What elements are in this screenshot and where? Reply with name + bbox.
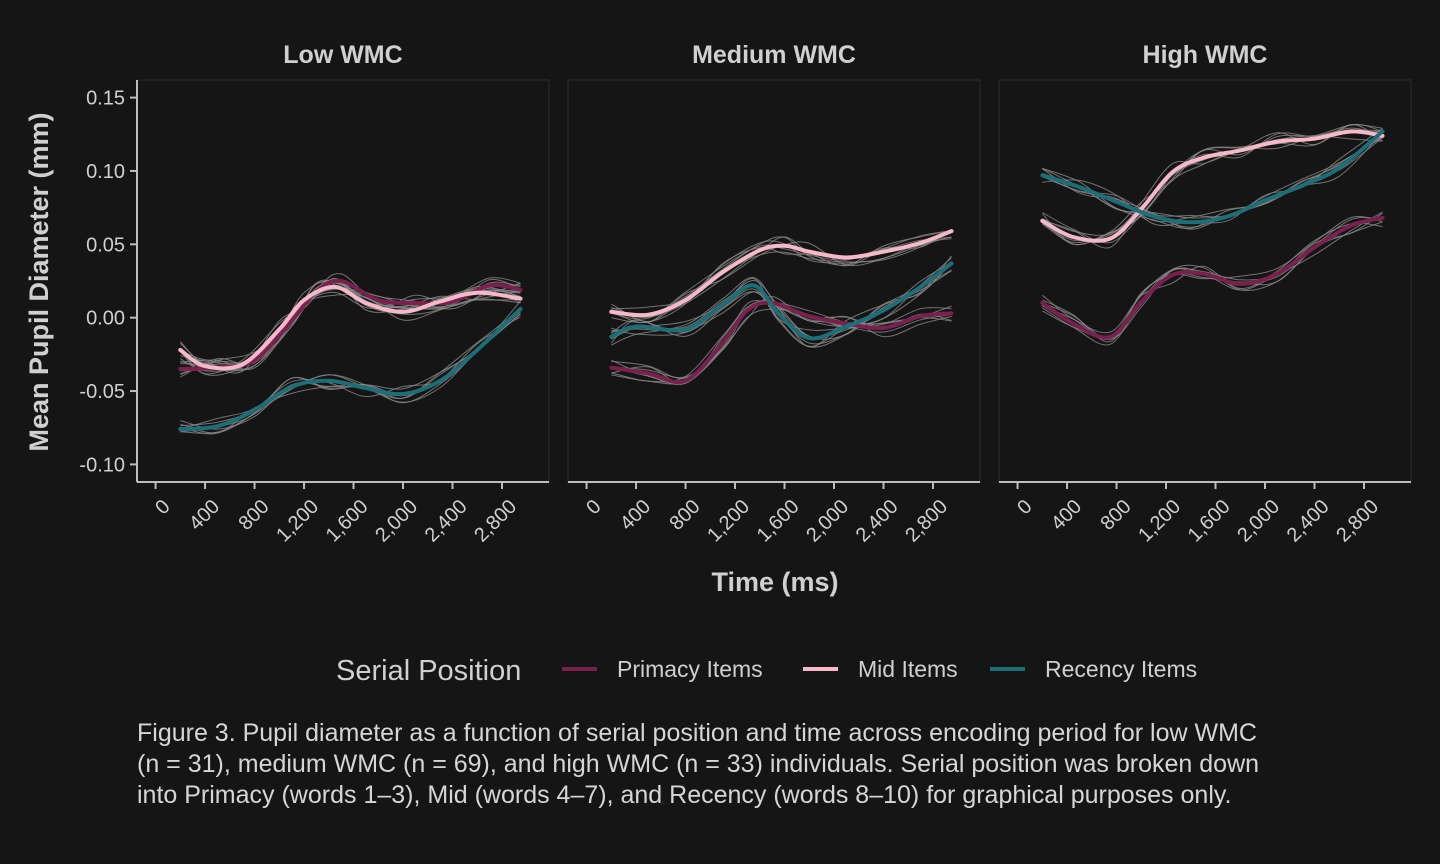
x-tick-label: 800 xyxy=(666,496,705,535)
x-tick-label: 1,600 xyxy=(753,496,804,547)
individual-line xyxy=(1041,127,1383,246)
caption-line: into Primacy (words 1–3), Mid (words 4–7… xyxy=(137,781,1232,809)
series-line xyxy=(1040,129,1385,243)
individual-line xyxy=(611,230,952,318)
caption-line: (n = 31), medium WMC (n = 69), and high … xyxy=(137,750,1260,778)
individual-line xyxy=(611,236,952,324)
individual-line xyxy=(180,278,521,374)
panel-frame xyxy=(567,79,981,483)
individual-line xyxy=(611,262,952,340)
x-tick-label: 2,400 xyxy=(421,496,472,547)
individual-line xyxy=(1042,132,1383,219)
individual-line xyxy=(611,257,952,347)
facet-title: Low WMC xyxy=(283,41,402,69)
y-axis-title: Mean Pupil Diameter (mm) xyxy=(24,112,54,451)
y-tick-label: 0.05 xyxy=(86,234,125,256)
individual-line xyxy=(180,300,521,427)
legend-label: Recency Items xyxy=(1045,656,1197,682)
series-line xyxy=(178,284,523,371)
y-tick-label: 0.00 xyxy=(86,308,125,330)
x-tick-label: 800 xyxy=(1097,496,1136,535)
x-tick-label: 800 xyxy=(235,496,274,535)
series-line xyxy=(178,306,523,432)
x-tick-label: 2,800 xyxy=(470,496,521,547)
legend-label: Primacy Items xyxy=(617,656,763,682)
individual-line xyxy=(180,316,521,433)
facet-title: Medium WMC xyxy=(692,41,856,69)
individual-line xyxy=(180,313,521,434)
x-tick-label: 0 xyxy=(1013,496,1036,519)
x-axis-title: Time (ms) xyxy=(711,567,838,597)
individual-line xyxy=(611,308,952,379)
series-line xyxy=(609,229,954,318)
individual-line xyxy=(1042,127,1383,227)
x-tick-label: 400 xyxy=(1047,496,1086,535)
y-tick-label: -0.10 xyxy=(79,454,125,476)
legend: Serial Position Primacy Items Mid Items Rec… xyxy=(336,655,1197,687)
x-tick-label: 2,000 xyxy=(1233,496,1284,547)
x-tick-label: 2,800 xyxy=(1332,496,1383,547)
y-tick-label: 0.15 xyxy=(86,88,125,110)
legend-label: Mid Items xyxy=(858,656,958,682)
legend-title: Serial Position xyxy=(336,655,521,687)
x-tick-label: 1,200 xyxy=(272,496,323,547)
figure-caption: Figure 3. Pupil diameter as a function o… xyxy=(137,718,1407,811)
x-tick-label: 2,000 xyxy=(371,496,422,547)
x-tick-label: 1,200 xyxy=(1134,496,1185,547)
x-tick-label: 2,800 xyxy=(901,496,952,547)
series-line xyxy=(1040,129,1385,225)
caption-line: Figure 3. Pupil diameter as a function o… xyxy=(137,719,1257,747)
series-line xyxy=(1040,215,1385,340)
series-line xyxy=(609,261,954,341)
facet-panel: Medium WMC 0 400 8001,2001,6002,0002,4002,8… xyxy=(567,41,981,547)
y-tick-label: -0.05 xyxy=(79,381,125,403)
x-tick-label: 2,400 xyxy=(852,496,903,547)
x-tick-label: 0 xyxy=(582,496,605,519)
facet-title: High WMC xyxy=(1143,41,1268,69)
x-tick-label: 0 xyxy=(151,496,174,519)
x-tick-label: 400 xyxy=(185,496,224,535)
individual-line xyxy=(1041,129,1383,246)
panel-frame xyxy=(998,79,1412,483)
individual-line xyxy=(1042,123,1383,242)
x-tick-label: 1,600 xyxy=(322,496,373,547)
x-tick-label: 400 xyxy=(616,496,655,535)
individual-line xyxy=(1042,135,1383,230)
x-tick-label: 2,000 xyxy=(802,496,853,547)
y-tick-label: 0.10 xyxy=(86,161,125,183)
individual-line xyxy=(180,313,521,434)
x-tick-label: 1,600 xyxy=(1184,496,1235,547)
x-tick-label: 2,400 xyxy=(1283,496,1334,547)
x-tick-label: 1,200 xyxy=(703,496,754,547)
